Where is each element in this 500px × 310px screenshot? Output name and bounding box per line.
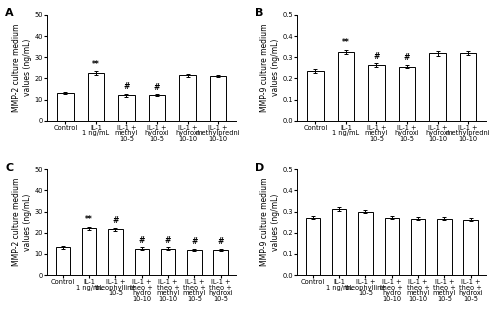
Bar xyxy=(187,250,202,275)
Text: #: # xyxy=(112,216,118,225)
Bar xyxy=(82,228,96,275)
Bar xyxy=(411,219,426,275)
Bar xyxy=(398,67,415,121)
Bar xyxy=(134,249,149,275)
Text: A: A xyxy=(6,8,14,19)
Bar xyxy=(368,65,385,121)
Bar xyxy=(464,220,478,275)
Text: #: # xyxy=(124,82,130,91)
Text: B: B xyxy=(256,8,264,19)
Bar xyxy=(118,95,135,121)
Bar xyxy=(384,218,399,275)
Bar xyxy=(56,247,70,275)
Y-axis label: MMP-9 culture medium
values (ng/mL): MMP-9 culture medium values (ng/mL) xyxy=(260,178,280,266)
Text: C: C xyxy=(6,163,14,173)
Text: #: # xyxy=(404,53,410,62)
Y-axis label: MMP-2 culture medium
values (ng/mL): MMP-2 culture medium values (ng/mL) xyxy=(12,178,32,266)
Text: #: # xyxy=(374,52,380,61)
Bar xyxy=(88,73,104,121)
Bar xyxy=(57,93,74,121)
Text: #: # xyxy=(218,237,224,246)
Bar xyxy=(437,219,452,275)
Bar xyxy=(148,95,166,121)
Text: #: # xyxy=(165,236,171,245)
Bar xyxy=(338,52,354,121)
Bar xyxy=(108,229,122,275)
Bar xyxy=(429,53,446,121)
Text: D: D xyxy=(256,163,264,173)
Bar xyxy=(307,71,324,121)
Text: **: ** xyxy=(92,60,100,69)
Bar xyxy=(179,75,196,121)
Bar xyxy=(332,209,346,275)
Y-axis label: MMP-9 culture medium
values (ng/mL): MMP-9 culture medium values (ng/mL) xyxy=(260,24,280,112)
Bar xyxy=(460,53,476,121)
Bar xyxy=(358,211,372,275)
Bar xyxy=(161,249,176,275)
Text: **: ** xyxy=(86,215,93,224)
Bar xyxy=(214,250,228,275)
Text: #: # xyxy=(154,82,160,91)
Text: #: # xyxy=(138,236,145,245)
Bar xyxy=(210,76,226,121)
Text: **: ** xyxy=(342,38,350,47)
Text: #: # xyxy=(191,237,198,246)
Y-axis label: MMP-2 culture medium
values (ng/mL): MMP-2 culture medium values (ng/mL) xyxy=(12,24,32,112)
Bar xyxy=(306,218,320,275)
